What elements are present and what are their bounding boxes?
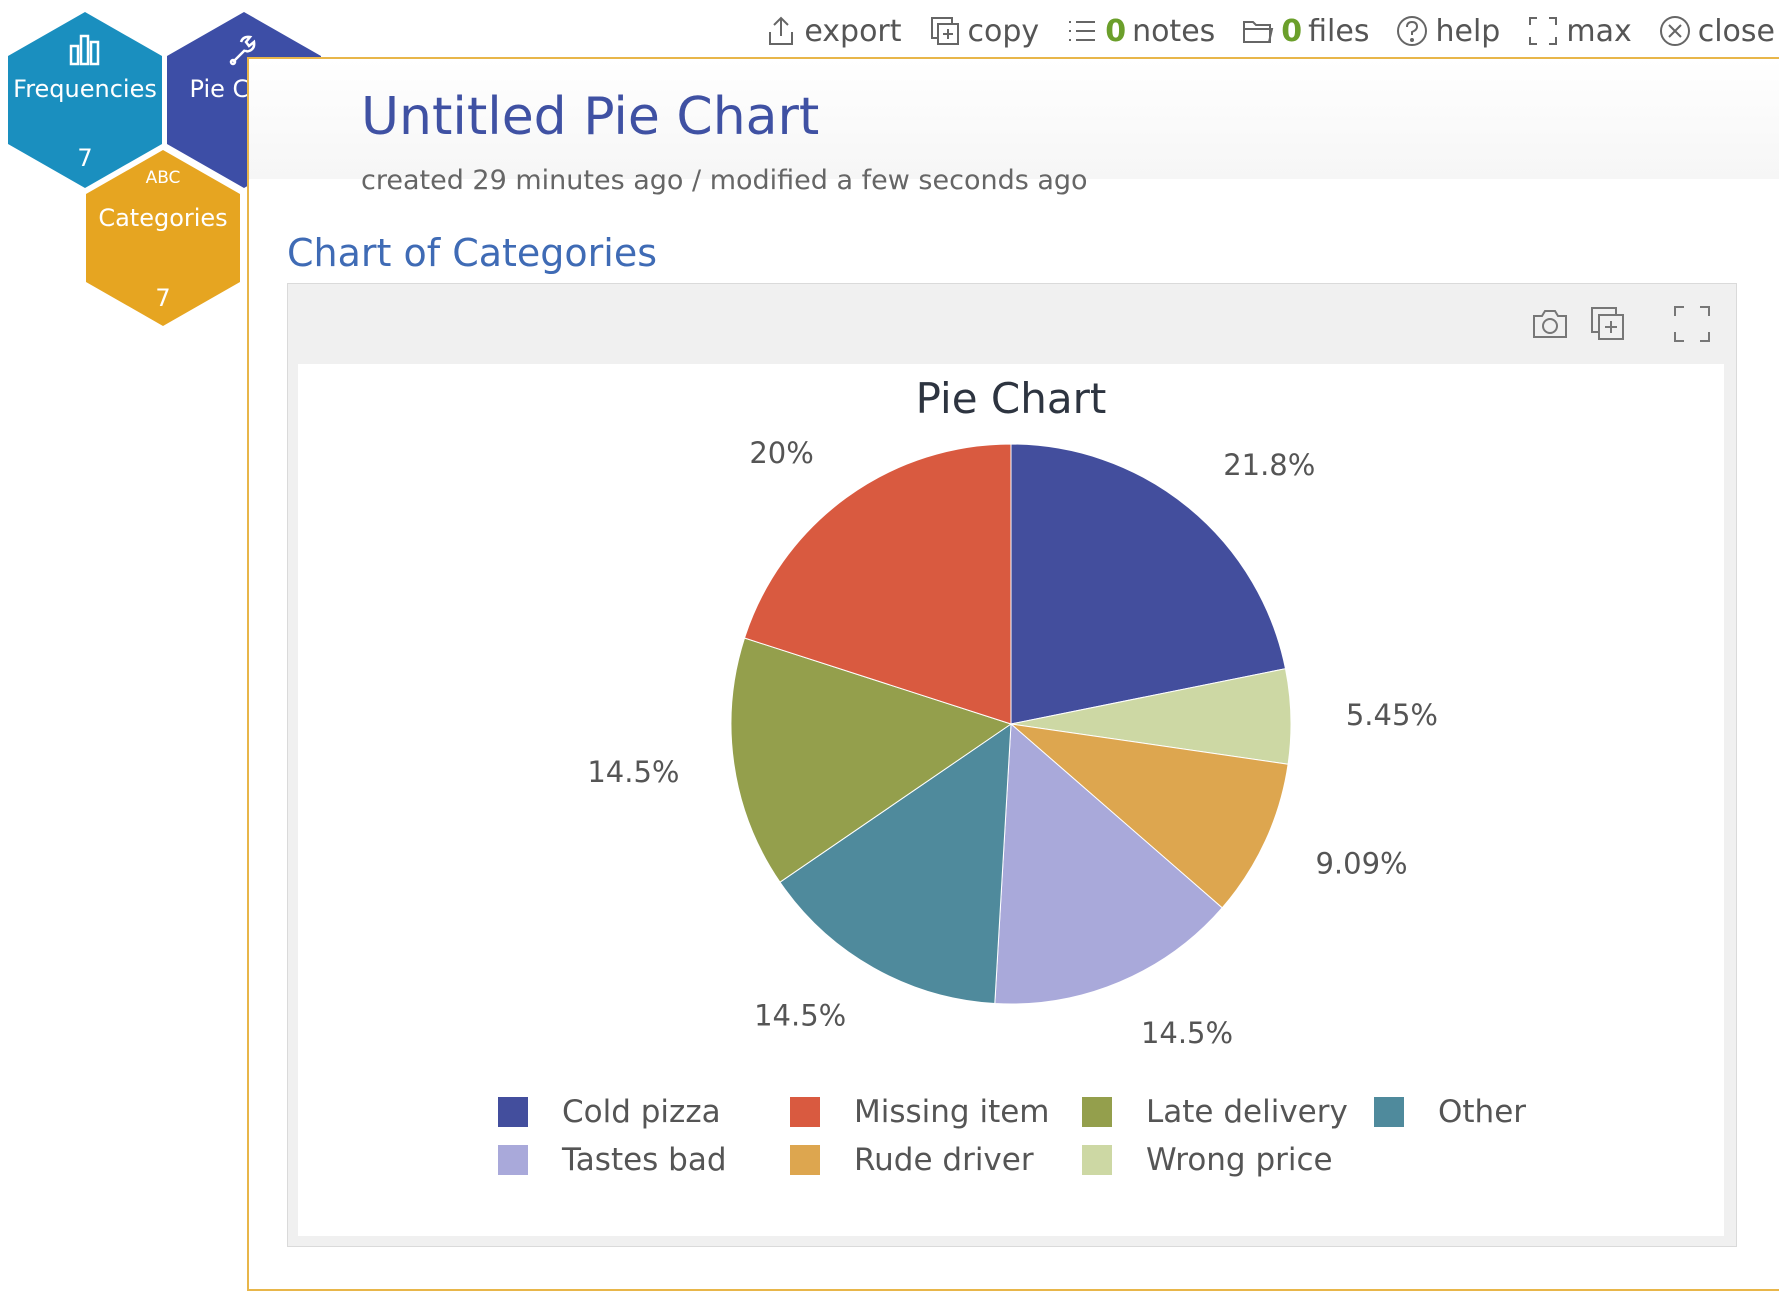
pie-slice-late-delivery[interactable] [730, 637, 1013, 883]
legend-swatch [1374, 1097, 1404, 1127]
maximize-icon [1529, 17, 1558, 45]
copy-icon [930, 17, 959, 45]
pie-label: 14.5% [587, 755, 679, 789]
close-button[interactable]: close [1658, 14, 1775, 49]
notes-label: notes [1132, 13, 1216, 49]
pie-label: 21.8% [1223, 448, 1315, 482]
pie-label: 5.45% [1346, 698, 1438, 732]
export-icon [769, 16, 794, 45]
files-count: 0 [1281, 13, 1303, 49]
duplicate-icon[interactable] [1588, 304, 1628, 344]
legend-swatch [498, 1097, 528, 1127]
legend-swatch [498, 1145, 528, 1175]
pie-slice-cold-pizza[interactable] [1010, 443, 1287, 725]
pie-slice-tastes-bad[interactable] [994, 722, 1223, 1005]
legend-label: Rude driver [854, 1142, 1034, 1178]
legend-label: Other [1438, 1094, 1527, 1130]
legend-item[interactable]: Rude driver [790, 1142, 1082, 1178]
legend-label: Cold pizza [562, 1094, 721, 1130]
files-button[interactable]: 0 files [1241, 14, 1369, 49]
legend-swatch [1082, 1097, 1112, 1127]
legend-item[interactable]: Other [1374, 1094, 1574, 1130]
chart-legend: Cold pizza Missing item Late delivery Other… [498, 1094, 1558, 1178]
legend-label: Missing item [854, 1094, 1050, 1130]
plot-area: Pie Chart 21.8% 5.45% 9.09% 14.5% 14.5% 14.5%… [298, 364, 1724, 1236]
legend-item[interactable]: Late delivery [1082, 1094, 1374, 1130]
top-toolbar: export copy 0 notes 0 files help max clo… [738, 6, 1775, 56]
list-icon [1069, 21, 1096, 41]
legend-swatch [1082, 1145, 1112, 1175]
folder-icon [1243, 21, 1274, 43]
help-label: help [1435, 13, 1501, 49]
section-title: Chart of Categories [287, 231, 658, 275]
max-label: max [1566, 13, 1632, 49]
legend-item[interactable]: Missing item [790, 1094, 1082, 1130]
copy-button[interactable]: copy [928, 13, 1040, 49]
close-label: close [1697, 13, 1775, 49]
copy-label: copy [967, 13, 1040, 49]
pie-chart: 21.8% 5.45% 9.09% 14.5% 14.5% 14.5% 20% [587, 436, 1438, 1050]
abc-badge: ABC [145, 168, 181, 188]
frequencies-node[interactable]: Frequencies 7 [8, 12, 162, 188]
pie-slice-rude-driver[interactable] [1009, 723, 1289, 909]
help-icon [1397, 16, 1428, 46]
document-meta: created 29 minutes ago / modified a few … [361, 165, 1088, 196]
legend-swatch [790, 1145, 820, 1175]
notes-button[interactable]: 0 notes [1065, 14, 1215, 49]
files-label: files [1308, 13, 1370, 49]
export-button[interactable]: export [764, 13, 902, 49]
frequencies-label: Frequencies [13, 75, 157, 103]
categories-node[interactable]: ABC Categories 7 [86, 150, 240, 326]
wrench-icon [167, 32, 321, 70]
fullscreen-icon[interactable] [1672, 304, 1712, 344]
max-button[interactable]: max [1526, 13, 1632, 49]
page-title[interactable]: Untitled Pie Chart [361, 87, 820, 147]
legend-item[interactable]: Tastes bad [498, 1142, 790, 1178]
legend-item[interactable]: Cold pizza [498, 1094, 790, 1130]
pie-label: 9.09% [1315, 847, 1407, 881]
legend-label: Wrong price [1146, 1142, 1333, 1178]
bar-chart-icon [8, 32, 162, 66]
camera-icon[interactable] [1530, 304, 1570, 344]
legend-item[interactable]: Wrong price [1082, 1142, 1374, 1178]
frequencies-count: 7 [77, 144, 93, 172]
pie-slice-other[interactable] [779, 723, 1012, 1005]
pie-label: 20% [749, 436, 813, 470]
pie-label: 14.5% [1141, 1016, 1233, 1050]
analysis-panel: Untitled Pie Chart created 29 minutes ag… [247, 57, 1779, 1291]
legend-label: Late delivery [1146, 1094, 1348, 1130]
close-icon [1659, 16, 1690, 46]
legend-swatch [790, 1097, 820, 1127]
export-label: export [804, 13, 902, 49]
legend-label: Tastes bad [562, 1142, 727, 1178]
categories-label: Categories [98, 204, 228, 232]
categories-count: 7 [155, 284, 171, 312]
chart-container: Pie Chart 21.8% 5.45% 9.09% 14.5% 14.5% 14.5%… [287, 283, 1737, 1247]
help-button[interactable]: help [1395, 14, 1500, 49]
pie-slice-missing-item[interactable] [743, 443, 1012, 725]
chart-title: Pie Chart [915, 374, 1107, 423]
pie-label: 14.5% [754, 999, 846, 1033]
panel-header: Untitled Pie Chart created 29 minutes ag… [249, 59, 1779, 196]
notes-count: 0 [1105, 13, 1127, 49]
